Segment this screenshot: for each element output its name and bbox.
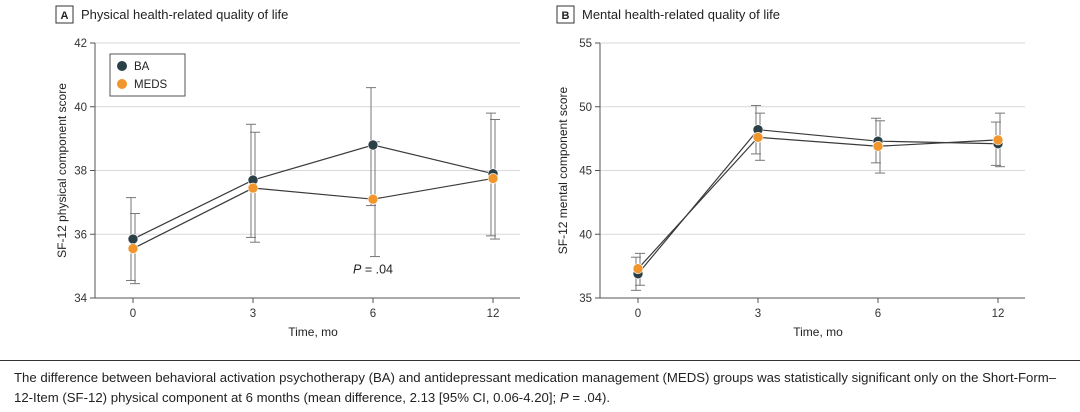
data-point-meds	[992, 134, 1004, 146]
p-value-italic: P	[353, 262, 362, 276]
y-tick-label: 38	[74, 166, 87, 178]
caption-text: The difference between behavioral activa…	[14, 370, 1057, 405]
data-point-meds	[367, 193, 379, 205]
data-point-ba	[127, 233, 139, 245]
data-point-meds	[632, 263, 644, 274]
x-tick-label: 3	[250, 308, 256, 320]
caption-p-italic: P	[559, 390, 569, 405]
y-tick-label: 42	[74, 38, 87, 50]
x-tick-label: 0	[635, 308, 641, 320]
x-axis-label: Time, mo	[793, 325, 843, 339]
panel-letter: A	[61, 10, 69, 22]
y-tick-label: 35	[579, 293, 592, 305]
panel-title: Mental health-related quality of life	[582, 7, 780, 22]
x-tick-label: 0	[130, 308, 136, 320]
p-value-annotation: P = .04	[353, 262, 393, 276]
y-tick-label: 45	[579, 166, 592, 178]
series-line-ba	[637, 129, 999, 275]
figure-caption: The difference between behavioral activa…	[14, 368, 1070, 408]
panel-title: Physical health-related quality of life	[81, 7, 288, 22]
y-axis-label: SF-12 physical component score	[55, 83, 69, 258]
x-axis-label: Time, mo	[288, 325, 338, 339]
y-axis-label: SF-12 mental component score	[556, 86, 570, 254]
y-tick-label: 40	[74, 102, 87, 114]
legend-label-meds: MEDS	[134, 79, 168, 91]
series-line-meds	[132, 177, 494, 250]
x-tick-label: 6	[875, 308, 881, 320]
chart-panel-a: A Physical health-related quality of life…	[55, 5, 520, 339]
caption-divider	[0, 360, 1080, 361]
data-point-meds	[127, 243, 139, 254]
data-point-ba	[367, 139, 379, 151]
series-line-meds	[637, 136, 999, 270]
y-tick-label: 34	[74, 293, 87, 305]
x-tick-label: 6	[370, 308, 376, 320]
y-tick-label: 36	[74, 229, 87, 241]
panel-letter: B	[562, 10, 570, 22]
y-tick-label: 40	[579, 229, 592, 241]
y-tick-label: 50	[579, 102, 592, 114]
legend: BA MEDS	[109, 53, 186, 97]
legend-marker-meds	[117, 79, 127, 89]
data-point-meds	[872, 140, 884, 152]
legend-box	[109, 53, 186, 97]
data-point-meds	[752, 132, 764, 143]
y-tick-label: 55	[579, 38, 592, 50]
data-point-meds	[487, 173, 499, 184]
legend-label-ba: BA	[134, 61, 150, 73]
data-point-meds	[247, 182, 259, 194]
chart-panel-b: B Mental health-related quality of life35…	[556, 5, 1025, 339]
series-line-ba	[132, 144, 494, 240]
x-tick-label: 12	[992, 308, 1005, 320]
panel-letter-box	[556, 5, 575, 24]
caption-text-end: = .04).	[568, 390, 611, 405]
p-value-rest: = .04	[361, 262, 393, 276]
x-tick-label: 3	[755, 308, 761, 320]
legend-marker-ba	[117, 61, 127, 71]
x-tick-label: 12	[487, 308, 500, 320]
figure: A Physical health-related quality of life…	[55, 5, 1025, 339]
panel-letter-box	[55, 5, 74, 24]
